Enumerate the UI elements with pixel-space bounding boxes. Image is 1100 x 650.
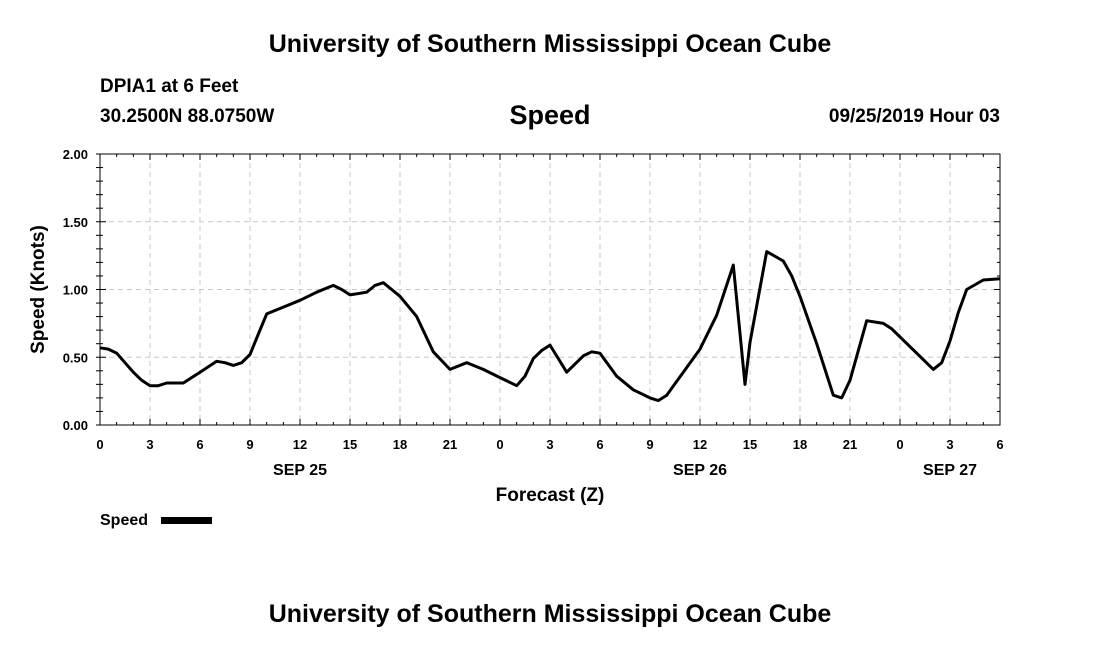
- legend: Speed: [100, 512, 212, 529]
- grid-lines: [100, 154, 1000, 425]
- x-tick-label: 12: [693, 437, 707, 452]
- axes: 0 3 6 9 12 15 18 21 0 3 6 9 12 15 18 21 0 3 6 0.00 0.50 1.00 1…: [28, 147, 1004, 506]
- x-tick-label: 18: [793, 437, 807, 452]
- x-tick-label: 6: [996, 437, 1003, 452]
- x-tick-label: 3: [946, 437, 953, 452]
- x-tick-label: 21: [443, 437, 457, 452]
- x-tick-label: 0: [896, 437, 903, 452]
- series-layer: [99, 250, 1001, 403]
- x-tick-label: 3: [546, 437, 553, 452]
- y-tick-label: 0.50: [63, 350, 88, 365]
- y-tick-label: 1.00: [63, 283, 88, 298]
- x-tick-label: 9: [646, 437, 653, 452]
- x-tick-label: 15: [743, 437, 757, 452]
- y-axis-label: Speed (Knots): [28, 225, 49, 354]
- series-line-speed: [99, 250, 1001, 403]
- station-label: DPIA1 at 6 Feet: [100, 76, 239, 97]
- station-coordinates: 30.2500N 88.0750W: [100, 106, 275, 127]
- x-tick-label: 18: [393, 437, 407, 452]
- x-tick-label: 0: [96, 437, 103, 452]
- x-tick-label: 0: [496, 437, 503, 452]
- x-tick-label: 3: [146, 437, 153, 452]
- chart-title-bottom: University of Southern Mississippi Ocean…: [268, 600, 832, 628]
- x-tick-label: 6: [596, 437, 603, 452]
- chart-title-top: University of Southern Mississippi Ocean…: [268, 30, 832, 58]
- y-tick-label: 0.00: [63, 418, 88, 433]
- date-label: SEP 27: [923, 462, 977, 479]
- date-label: SEP 26: [673, 462, 727, 479]
- date-label: SEP 25: [273, 462, 327, 479]
- x-tick-label: 12: [293, 437, 307, 452]
- x-tick-label: 15: [343, 437, 357, 452]
- x-tick-label: 21: [843, 437, 857, 452]
- x-axis-label: Forecast (Z): [496, 485, 605, 506]
- y-tick-label: 1.50: [63, 215, 88, 230]
- legend-swatch: [161, 517, 212, 524]
- y-tick-label: 2.00: [63, 147, 88, 162]
- x-tick-label: 9: [246, 437, 253, 452]
- parameter-title: Speed: [509, 100, 591, 130]
- x-tick-label: 6: [196, 437, 203, 452]
- forecast-timestamp: 09/25/2019 Hour 03: [828, 106, 1000, 127]
- legend-label: Speed: [100, 512, 148, 529]
